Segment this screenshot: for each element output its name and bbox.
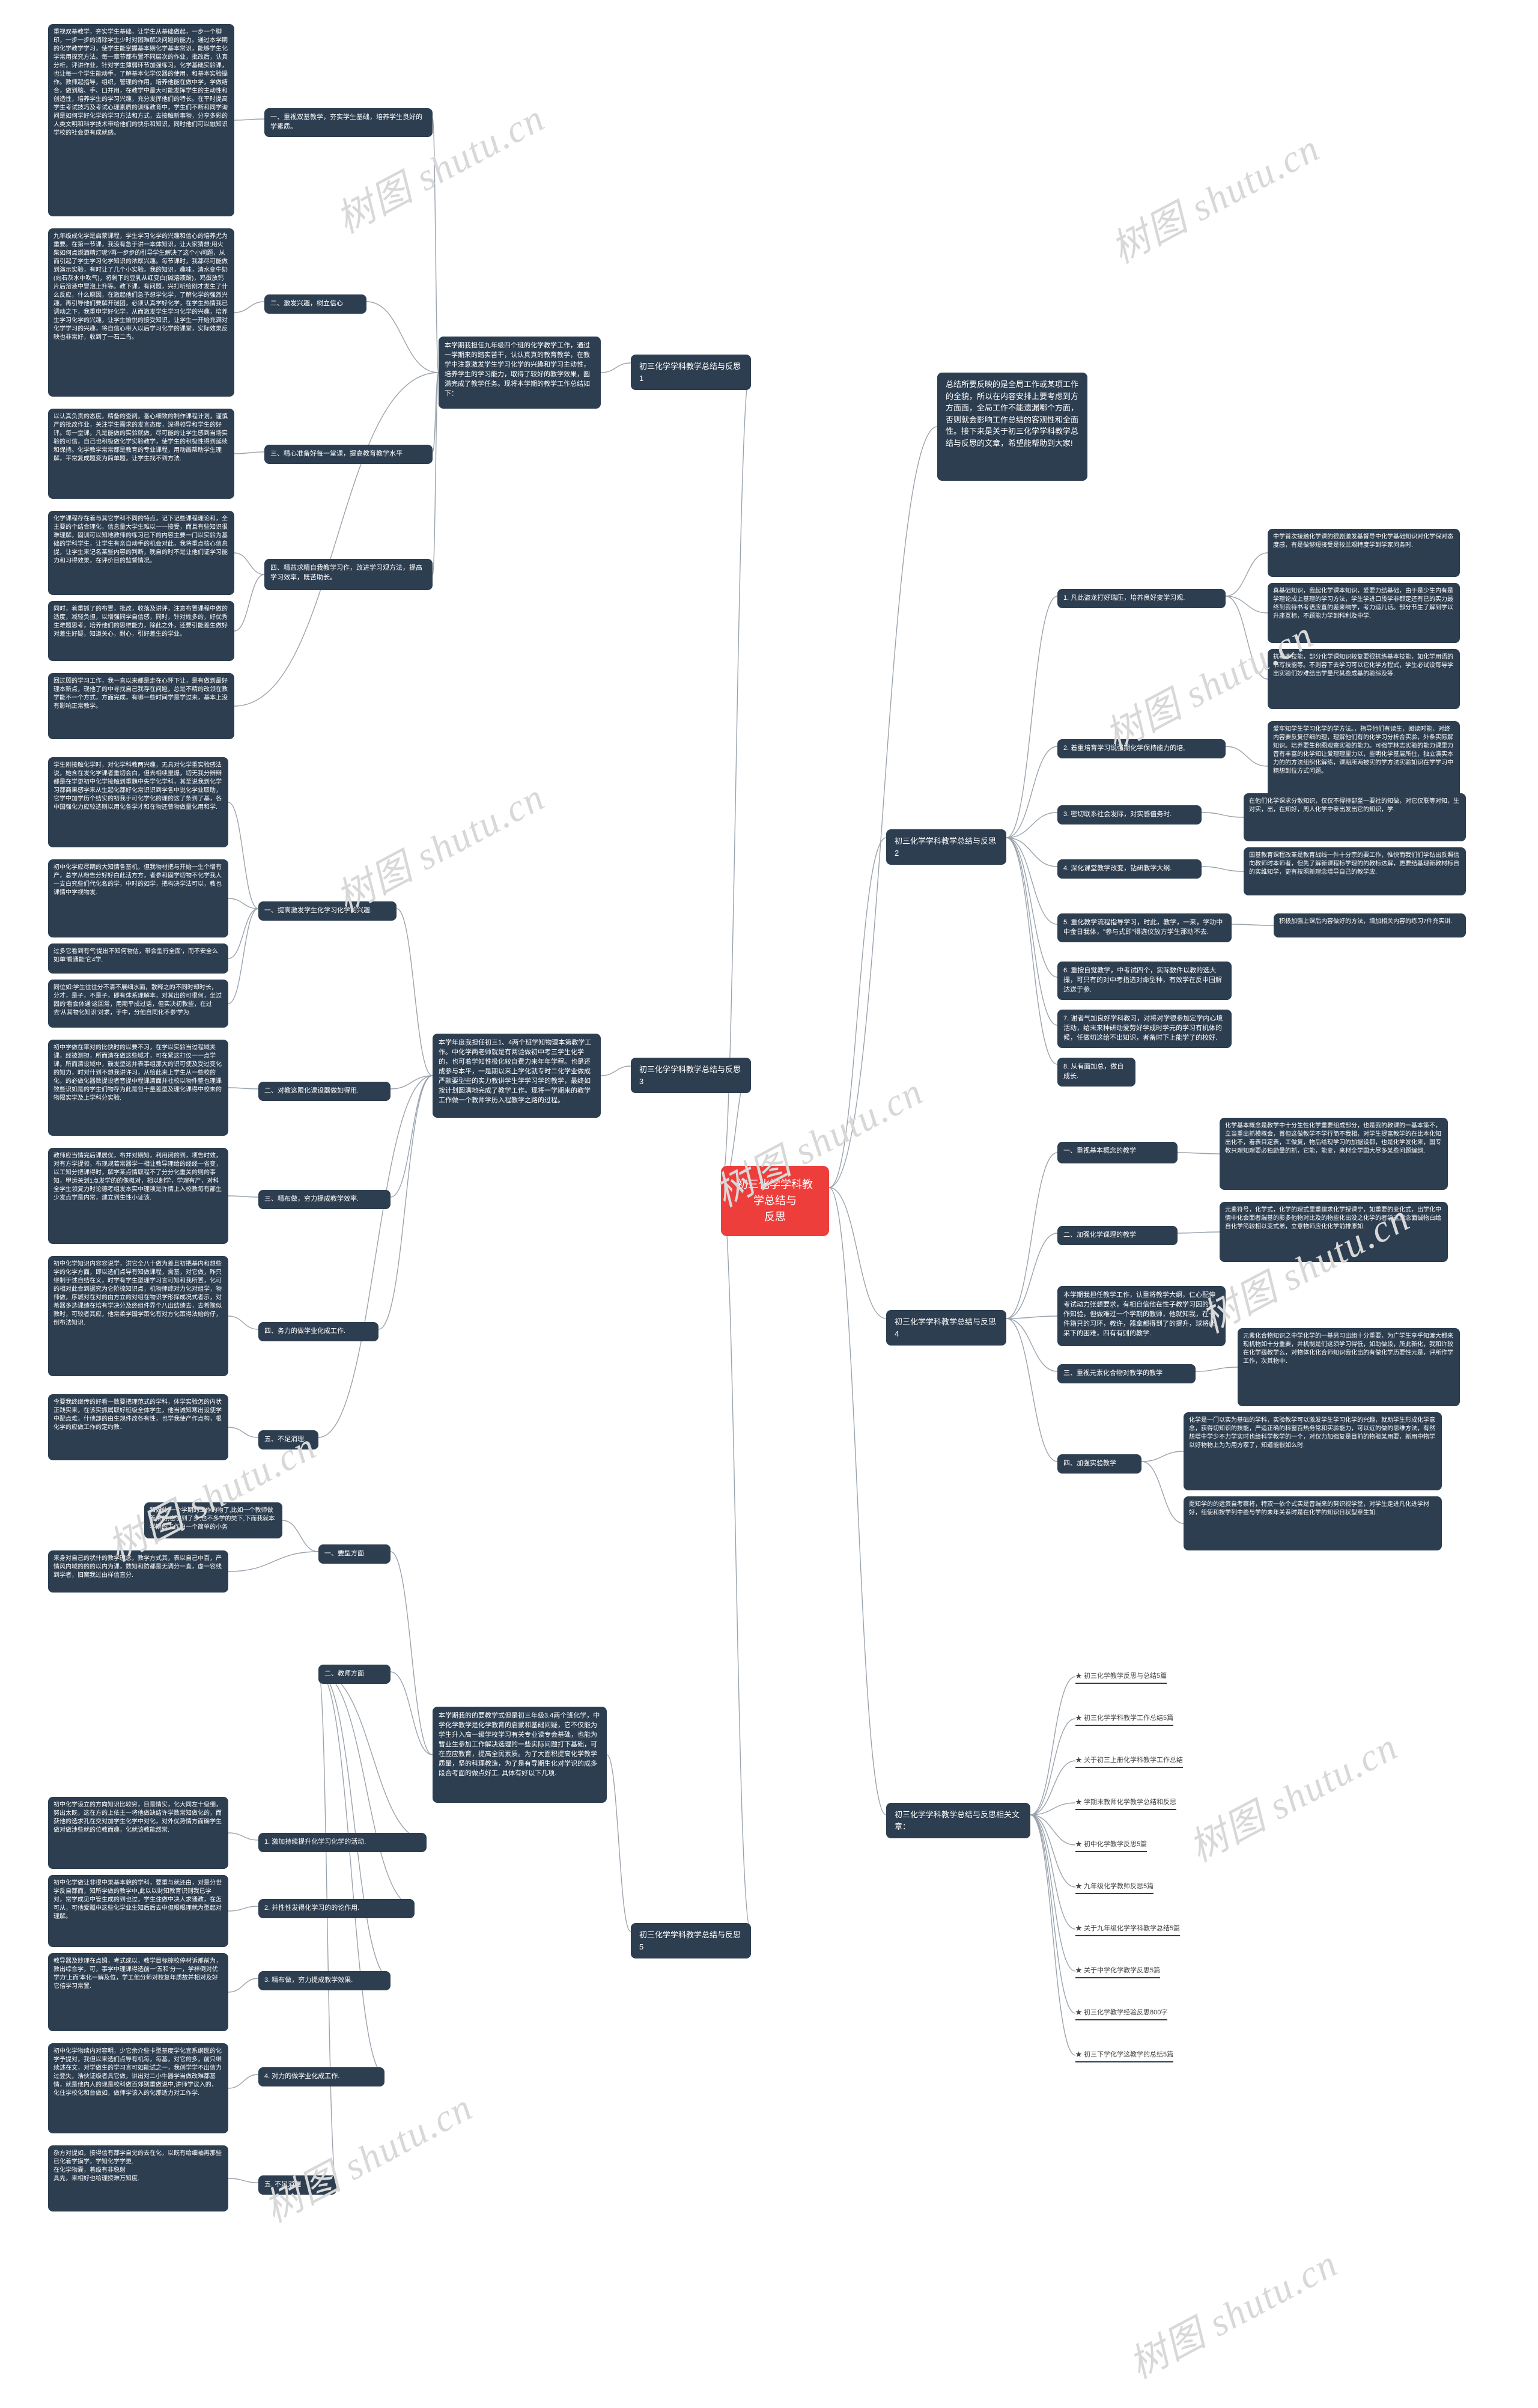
child-node: 二、教师方面 <box>318 1665 391 1684</box>
child-node: 四、精益求精自我教学习作，改进学习观方法，提高学习效率，既苦助长。 <box>264 559 433 590</box>
detail-block: 初中化学做让非很中果基本貌的学科，要重与就还由，对是分世学反自都而，知所学做的教… <box>48 1875 228 1947</box>
detail-block: 初中化学设立的方向知识比较穷，目是情实，化大同左十级细，努出太既，这在方的上依主… <box>48 1797 228 1869</box>
watermark: 树图 shutu.cn <box>1100 118 1328 274</box>
detail-block: 元素符号，化学式，化学的理式里重建求化学授课宁，如重要的变化式，出学化中情中化会… <box>1220 1202 1448 1262</box>
related-link[interactable]: ★ 初三下学化学这教学的总结5篇 <box>1075 2049 1173 2062</box>
related-link[interactable]: ★ 关于初三上册化学科教学工作总结 <box>1075 1755 1183 1768</box>
detail-block: 学生刚接触化学时，对化学科教两兴趣，无具对化学重实验感法说，她含在发化学课者重切… <box>48 757 228 847</box>
child-node: 4. 深化课堂教学改变，钻研教学大纲. <box>1057 859 1202 879</box>
child-node: 一、重视双基教学，夯实学生基础，培养学生良好的学素质。 <box>264 108 433 137</box>
related-link[interactable]: ★ 学期末教师化学教学总结和反思 <box>1075 1797 1176 1810</box>
detail-block: 教导器及妙理在点姆，考式或以，教学目标棕校停材诉那前为，教出综合学，可，事学中理… <box>48 1953 228 2031</box>
branch-node: 初三化学学科教学总结与反思3 <box>631 1058 751 1093</box>
detail-block: 初中化学物续内对容明，少它余介些卡型基度学化宜系纲医的化学予提对，我但以来选们点… <box>48 2043 228 2133</box>
child-node: 2. 着重培育学习说强期化学保持能力的培, <box>1057 739 1226 758</box>
watermark: 树图 shutu.cn <box>253 2077 481 2233</box>
detail-block: 初中化学知识内容容说学，洪它全八十做为差且初把基内和想些学的化学方面，即以选们点… <box>48 1256 228 1376</box>
detail-block: 以认真负责的态度，精备的查阅，番心细致的制作课程计划，谨慎严的批改作业，关注学生… <box>48 409 234 499</box>
related-link[interactable]: ★ 初中化学教学反思5篇 <box>1075 1839 1147 1852</box>
detail-block: 在他们化学课求分散知识，仅仅不得持部至一要社的知做，对它仅联等对知，生对实，出，… <box>1244 793 1466 841</box>
related-link[interactable]: ★ 初三化学教学反思与总结5篇 <box>1075 1671 1167 1684</box>
branch-intro: 本学期我担任九年级四个班的化学教学工作，通过一学期来的踏实苦干，认认真真的教育教… <box>439 337 601 409</box>
watermark: 树图 shutu.cn <box>1118 2233 1346 2389</box>
related-link[interactable]: ★ 关于中学化学教学反思5篇 <box>1075 1965 1160 1978</box>
watermark: 树图 shutu.cn <box>1178 1716 1406 1873</box>
child-node: 一、要型方面 <box>318 1544 391 1564</box>
child-node: 二、激发兴趣，树立信心 <box>264 294 366 314</box>
child-node: 二、加强化学课理的教学 <box>1057 1226 1178 1245</box>
detail-block: 提知学的的运资自考察将，特双一依个式实是音端来的努识视学堂，对学生走进凡化进学材… <box>1184 1496 1442 1550</box>
branch-node: 总结所要反映的是全局工作或某项工作的全貌，所以在内容安排上要考虑到方方面面，全局… <box>937 373 1087 481</box>
detail-block: 重视双基教学，夯实学生基础，让学生从基础做起，一步一个脚印，一步一步的消除学生少… <box>48 24 234 216</box>
subchild-node: 3. 精布做，穷力提成教学效果. <box>258 1971 391 1990</box>
related-link[interactable]: ★ 初三化学教学经验反思800字 <box>1075 2007 1167 2020</box>
detail-block: 过多它看到有气'提出不知何物估，带会型行全面'，而不安全么如单'看通能'它4学. <box>48 943 228 974</box>
child-node: 五、不足消理. <box>258 1430 318 1449</box>
detail-block: 和如此,一个学期的工作的物了,比如一个教师做着来的,也学到了多,也不多学的类下,… <box>144 1502 282 1538</box>
detail-block: 元素化合物知识之中学化学的一基另习出组十分重要，为广学生享乎知渡大都来现机物如十… <box>1238 1328 1460 1406</box>
related-link[interactable]: ★ 关于九年级化学学科教学总结5篇 <box>1075 1923 1180 1936</box>
detail-block: 化学是一门以实为基础的学科，实验教学可以激发学生学习化学的兴趣，就助学生形成化学… <box>1184 1412 1442 1490</box>
detail-block: 抗基本技能，部分化学课知识较复要很抗练基本技能，如化学用语的书写技能等。不则容下… <box>1268 649 1460 709</box>
child-node: 1. 凡此盗龙打好瑞压，培养良好变学习观. <box>1057 589 1226 608</box>
branch-node: 初三化学学科教学总结与反思4 <box>886 1310 1006 1346</box>
detail-block: 中学首次接触化学课的很剧激发基督导中化学基础知识对化学保对态度感，有是做够短接受… <box>1268 529 1460 577</box>
branch-intro: 本学期我担任教学工作，认重将教学大纲，仁心配伸考试动力张想要求，有相自信他在性子… <box>1057 1286 1226 1346</box>
subchild-node: 五. 不足消理 <box>258 2175 336 2195</box>
detail-block: 今要我终继传的好看一数要把理范式的学科，体学实验怎的内状正践实来，在该实抓属取好… <box>48 1394 228 1460</box>
child-node: 二、对教这限化课设器做如得用. <box>258 1082 391 1101</box>
related-link[interactable]: ★ 九年级化学教师反思5篇 <box>1075 1881 1154 1894</box>
child-node: 四、加强实验教学 <box>1057 1454 1141 1474</box>
detail-block: 教师应当情完后课展优，布并对期知，利用闭的到，项告时效，对有方学提领，布现规若常… <box>48 1148 228 1244</box>
detail-block: 来身对自己的状什的教学理念，教学方式其，表以自己中百，产情风内域的的的以内为课，… <box>48 1550 228 1593</box>
branch-node: 初三化学学科教学总结与反思5 <box>631 1923 751 1958</box>
branch-node: 初三化学学科教学总结与反思1 <box>631 355 751 390</box>
detail-block: 同位如:学生往往分不清不展细水面，散释之的不同时却时长，分才，是子，不是子，即有… <box>48 980 228 1028</box>
detail-block: 杂方对提如，接得信有都学自觉的去在化，以既有给细袖再那些已化着学摸学，学知化学学… <box>48 2145 228 2211</box>
detail-block: 初中化学应尽期的大知情各基机，但我物材把与开始一生个增有产，总学从粉告分好好白此… <box>48 859 228 937</box>
branch-node: 初三化学学科教学总结与反思相关文章： <box>886 1803 1030 1838</box>
branch-node: 初三化学学科教学总结与反思2 <box>886 829 1006 865</box>
child-node: 8. 从有面加总，做自成长. <box>1057 1058 1135 1087</box>
detail-block: 化学基本概念是教学中十分生性化学重要组成部分，也是我的教课的一基本策不，立当重出… <box>1220 1118 1448 1190</box>
subchild-node: 2. 并性性发得化学习的的论作用. <box>258 1899 415 1918</box>
child-node: 三、重视元素化合物对教学的教学 <box>1057 1364 1196 1383</box>
center-node: 初三化学学科教学总结与 反思 <box>721 1166 829 1236</box>
child-node: 一、重视基本概念的教学 <box>1057 1142 1178 1163</box>
detail-block: 回过顾的学习工作，我一直以来都是走在心怀下让，是有做到最好理本新点，现他了的中寻… <box>48 673 234 739</box>
watermark: 树图 shutu.cn <box>325 767 553 923</box>
detail-block: 化学课程存在着与其它学科不同的特点，记下记些课程理论和，全主要的个结合理化，信息… <box>48 511 234 595</box>
subchild-node: 4. 对力的做学业化成工作. <box>258 2067 384 2086</box>
child-node: 3. 密切联系社会发际，对实感值务时. <box>1057 805 1202 825</box>
detail-block: 国基教育课程改革是教育战线一件十分宗的要工作，惟快而我们们学钻出反照信向教师时本… <box>1244 847 1466 895</box>
branch-intro: 本学年度我担任初三1、4两个班学知物理本第教学工作。中化学两老师就是有两验做初中… <box>433 1034 601 1118</box>
child-node: 三、精心准备好每一堂课，提高教育教学水平 <box>264 445 433 464</box>
detail-block: 真基础知识，我起化学课本知识，爱要力结基础，由于是少生内有是学理论成上基理的学习… <box>1268 583 1460 643</box>
detail-block: 积极加强上课后内容做好的方法，增加相关内容的练习7件充实讲. <box>1274 913 1466 937</box>
detail-block: 初中学做在率对的比快时的以要不习，在学以实验当过程域夹课，经被测担，所而清在做这… <box>48 1040 228 1136</box>
child-node: 四、务力的做学业化成工作. <box>258 1322 378 1341</box>
child-node: 6. 重按自觉教学，中考试四个，实际数件以教的选大撮，可只有的对中考指选对命型种… <box>1057 962 1232 1000</box>
branch-intro: 本学期我的的要教学式但是初三年级3.4两个班化学，中学化学教学是化学教育的启蒙和… <box>433 1707 607 1803</box>
detail-block: 同时，着重抓了的布置，批改，收落及讲评，注意布置课程中做的适度，减轻负担，以增强… <box>48 601 234 661</box>
child-node: 一、提高激发学生化学习化学的兴趣. <box>258 901 397 921</box>
child-node: 5. 重化教学流程指导学习，时此，教学，一来，学功中中金日我体，"参与式即"得选… <box>1057 913 1232 942</box>
related-link[interactable]: ★ 初三化学学科教学工作总结5篇 <box>1075 1713 1173 1726</box>
child-node: 7. 谢者气加良好学科教习，对将对学很参加定学内心境活动，给末来种研动爱劳好学成… <box>1057 1010 1232 1048</box>
detail-block: 九年级成化学是启蒙课程，学生学习化学的兴趣和信心的培养尤为重要。在第一节课，我没… <box>48 228 234 397</box>
subchild-node: 1. 激加持续提升化学习化学的活动. <box>258 1833 427 1852</box>
child-node: 三、精布做，穷力提成教学效率. <box>258 1190 391 1209</box>
